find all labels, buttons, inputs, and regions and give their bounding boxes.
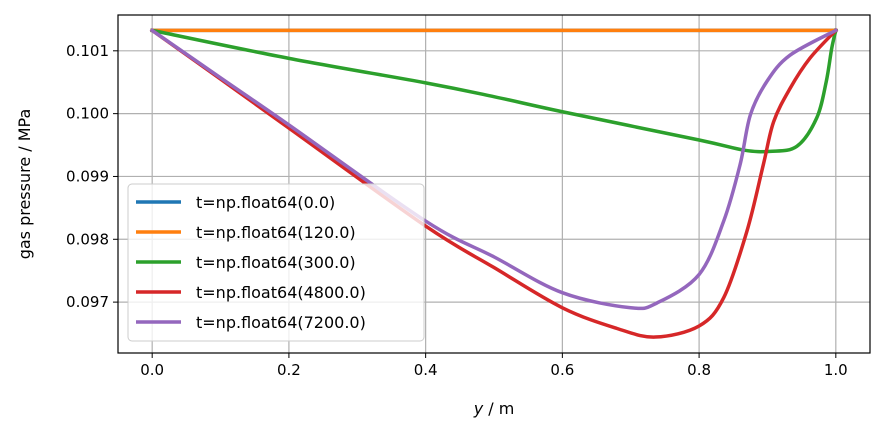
x-tick-label: 1.0 <box>824 361 848 379</box>
y-tick-label: 0.098 <box>66 230 109 248</box>
x-axis-label: y / m <box>473 399 515 418</box>
x-tick-label: 0.2 <box>277 361 301 379</box>
x-tick-label: 0.0 <box>140 361 164 379</box>
legend-label: t=np.float64(120.0) <box>196 223 356 242</box>
legend-label: t=np.float64(7200.0) <box>196 313 366 332</box>
series-line-4 <box>149 27 839 311</box>
plot-frame <box>117 14 871 354</box>
y-tick-label: 0.101 <box>66 42 109 60</box>
legend-label: t=np.float64(4800.0) <box>196 283 366 302</box>
ticks: 0.0 0.2 0.4 0.6 0.8 1.0 0.097 0.098 0.099 0.100 0.… <box>66 42 848 379</box>
legend-label: t=np.float64(0.0) <box>196 193 335 212</box>
y-axis-label: gas pressure / MPa <box>15 109 34 260</box>
series-lines <box>149 27 839 339</box>
legend: t=np.float64(0.0) t=np.float64(120.0) t=np… <box>127 183 425 342</box>
series-line-2 <box>150 28 838 154</box>
x-tick-label: 0.8 <box>687 361 711 379</box>
legend-label: t=np.float64(300.0) <box>196 253 356 272</box>
series-line-3 <box>149 27 839 339</box>
x-tick-label: 0.4 <box>414 361 438 379</box>
y-tick-label: 0.099 <box>66 167 109 185</box>
y-tick-label: 0.097 <box>66 293 109 311</box>
x-tick-label: 0.6 <box>550 361 574 379</box>
y-tick-label: 0.100 <box>66 105 109 123</box>
legend-box <box>127 183 425 342</box>
